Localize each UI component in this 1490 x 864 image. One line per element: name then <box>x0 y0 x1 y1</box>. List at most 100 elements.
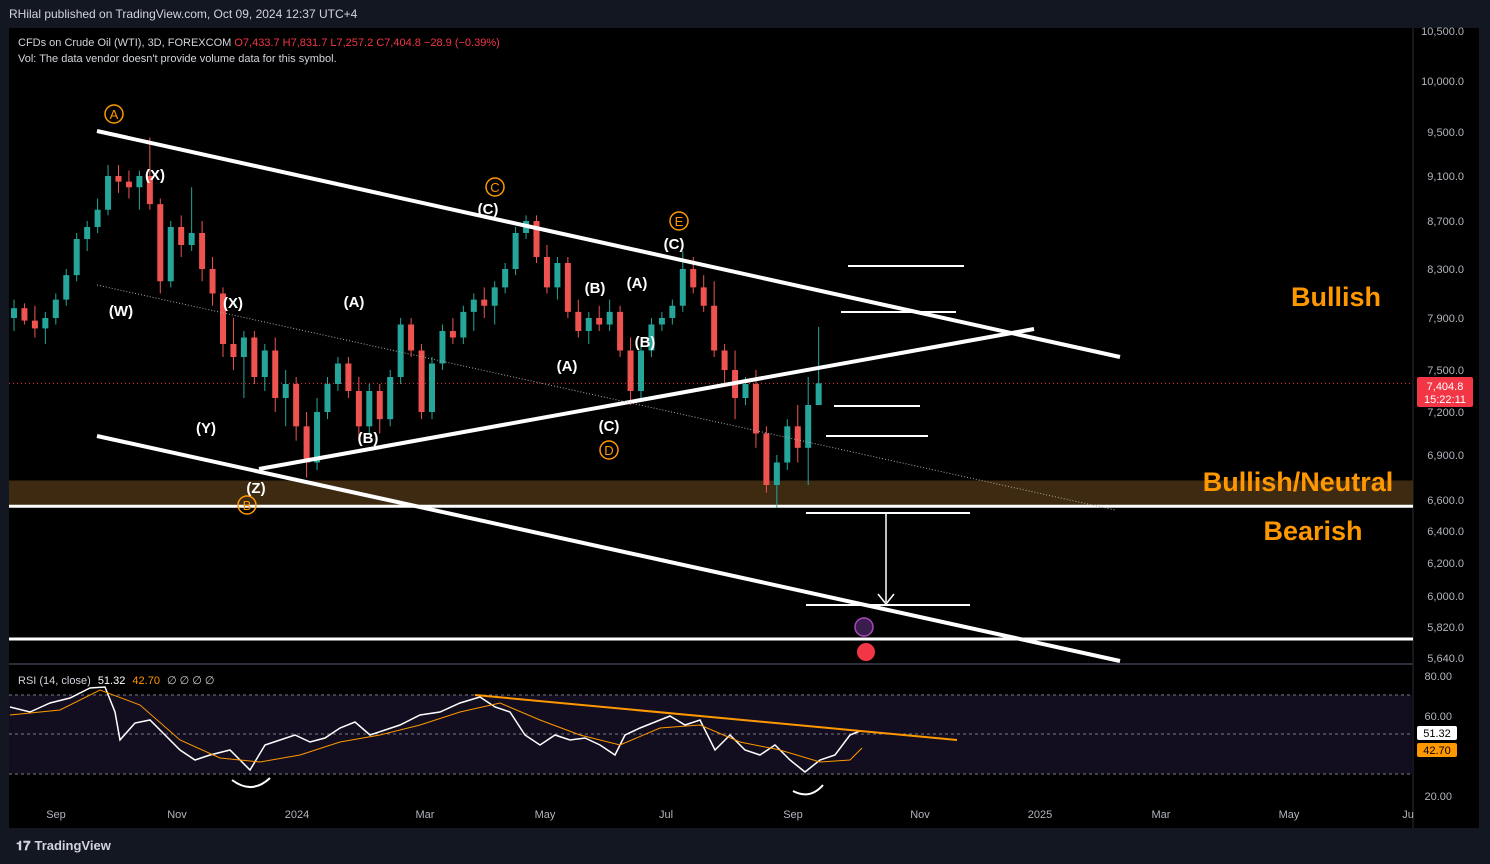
candle-body <box>408 324 415 351</box>
symbol-line: CFDs on Crude Oil (WTI), 3D, FOREXCOM O7… <box>18 35 500 51</box>
y-tick-label: 9,100.0 <box>1427 171 1464 183</box>
x-tick-label: Jul <box>659 809 673 821</box>
candle-body <box>42 318 49 329</box>
y-tick-label: 6,900.0 <box>1427 450 1464 462</box>
wave-label: (C) <box>478 201 499 218</box>
wave-label: (C) <box>599 418 620 435</box>
tradingview-logo[interactable]: 𝟏𝟕 TradingView <box>16 838 111 854</box>
candle-body <box>512 233 519 269</box>
bar-countdown: 15:22:11 <box>1424 394 1466 406</box>
candle-body <box>617 311 624 351</box>
y-tick-label: 5,820.0 <box>1427 622 1464 634</box>
candle-body <box>460 311 467 338</box>
candle-body <box>63 275 70 300</box>
rsi-value-tag-text: 51.32 <box>1423 728 1451 740</box>
candle-body <box>314 412 321 463</box>
wave-circle <box>237 495 257 515</box>
wave-circle <box>599 440 619 460</box>
y-tick-label: 6,000.0 <box>1427 591 1464 603</box>
triangle-base-line <box>258 327 1035 471</box>
y-tick-label: 6,400.0 <box>1427 526 1464 538</box>
x-tick-label: Mar <box>1152 809 1171 821</box>
candle-body <box>794 426 801 448</box>
rsi-ma-line <box>9 689 863 763</box>
candle-body <box>533 221 540 257</box>
y-tick-label: 8,300.0 <box>1427 264 1464 276</box>
y-tick-label: 6,200.0 <box>1427 558 1464 570</box>
wave-label: (A) <box>557 358 578 375</box>
x-tick-label: Ju <box>1402 809 1414 821</box>
wave-label: (B) <box>358 430 379 447</box>
ohlc-values: O7,433.7 H7,831.7 L7,257.2 C7,404.8 −28.… <box>234 37 500 49</box>
rsi-divergence-line <box>474 694 958 741</box>
wave-label-orange: A <box>110 107 119 122</box>
candle-body <box>721 350 728 370</box>
last-price-value: 7,404.8 <box>1427 381 1464 393</box>
rsi-ma-tag-text: 42.70 <box>1423 745 1451 757</box>
candle-body <box>815 383 822 405</box>
candle-body <box>773 462 780 485</box>
candle-body <box>209 269 216 294</box>
rsi-ma-value: 42.70 <box>132 675 160 687</box>
candle-body <box>136 176 143 188</box>
event-lightning-icon <box>854 617 874 637</box>
candle-body <box>638 350 644 391</box>
x-tick-label: May <box>1279 809 1300 821</box>
rsi-tick-label: 60.00 <box>1424 711 1452 723</box>
x-tick-label: 2025 <box>1028 809 1052 821</box>
x-tick-label: Nov <box>910 809 930 821</box>
zone-label-bearish: Bearish <box>1263 516 1362 546</box>
candle-body <box>334 363 341 384</box>
bullish-neutral-band <box>9 480 1413 507</box>
candle-body <box>84 227 91 239</box>
wave-label: (A) <box>344 294 365 311</box>
brand-name: TradingView <box>34 838 111 853</box>
candle-body <box>355 391 362 427</box>
candle-body <box>251 337 258 377</box>
chart-legend: CFDs on Crude Oil (WTI), 3D, FOREXCOM O7… <box>18 35 500 67</box>
wave-label-orange: C <box>490 180 499 195</box>
candle-body <box>303 426 310 463</box>
candle-body <box>805 405 812 448</box>
candle-body <box>669 305 676 318</box>
candle-body <box>21 308 28 321</box>
candle-body <box>387 377 394 420</box>
candle-body <box>94 209 101 227</box>
wave-label: (X) <box>145 167 165 184</box>
rsi-empty-values: ∅ ∅ ∅ ∅ <box>167 675 215 687</box>
projection-arrow-head <box>877 593 895 606</box>
rsi-line <box>9 686 861 773</box>
candle-body <box>627 350 634 391</box>
x-tick-label: Sep <box>46 809 66 821</box>
candle-body <box>470 299 477 312</box>
us-flag-icon <box>857 643 875 661</box>
y-tick-label: 10,000.0 <box>1421 76 1464 88</box>
last-price-tag <box>1417 377 1473 407</box>
rsi-low-arc-left <box>231 777 271 788</box>
candle-body <box>585 318 592 331</box>
wave-label-orange: E <box>675 214 684 229</box>
channel-lower-line <box>96 434 1121 663</box>
wave-label: (C) <box>664 236 685 253</box>
volume-note: Vol: The data vendor doesn't provide vol… <box>18 53 337 65</box>
rsi-value-tag <box>1417 726 1457 740</box>
rsi-low-arc-right <box>792 784 824 796</box>
candle-body <box>105 176 112 210</box>
candle-body <box>429 363 435 412</box>
candle-body <box>606 311 613 325</box>
x-tick-label: Mar <box>416 809 435 821</box>
candle-body <box>700 287 707 306</box>
candle-body <box>282 384 289 398</box>
y-tick-label: 9,500.0 <box>1427 127 1464 139</box>
candle-body <box>648 324 655 351</box>
candle-body <box>188 233 195 245</box>
candle-body <box>230 344 237 357</box>
candle-body <box>178 227 185 245</box>
candle-body <box>752 384 759 434</box>
candle-body <box>324 384 331 412</box>
candle-body <box>220 293 226 344</box>
y-tick-label: 5,640.0 <box>1427 653 1464 665</box>
candle-body <box>564 263 571 312</box>
zone-label-bullish-neutral: Bullish/Neutral <box>1203 467 1394 497</box>
